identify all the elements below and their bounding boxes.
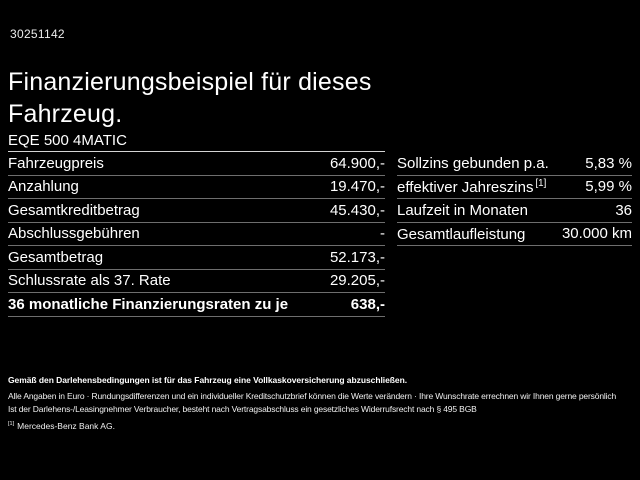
footnote-marker: [1]: [535, 177, 547, 189]
finance-row-label: Schlussrate als 37. Rate: [8, 272, 171, 290]
condition-row: effektiver Jahreszins [1] 5,99 %: [397, 176, 632, 199]
condition-row-value: 30.000 km: [561, 225, 632, 243]
finance-row-value: 52.173,-: [329, 248, 385, 266]
finance-example: EQE 500 4MATIC Fahrzeugpreis 64.900,- An…: [8, 129, 632, 317]
footnote-text: Mercedes-Benz Bank AG.: [17, 421, 115, 431]
condition-row-label-text: Laufzeit in Monaten: [397, 202, 528, 220]
finance-row-label: 36 monatliche Finanzierungsraten zu je: [8, 295, 289, 313]
finance-row: Abschlussgebühren -: [8, 223, 385, 246]
condition-row-label: Laufzeit in Monaten: [397, 201, 530, 219]
finance-table: EQE 500 4MATIC Fahrzeugpreis 64.900,- An…: [8, 129, 385, 317]
condition-row-value: 5,99 %: [585, 178, 632, 196]
condition-row-label: effektiver Jahreszins [1]: [397, 178, 546, 196]
finance-row: Fahrzeugpreis 64.900,-: [8, 152, 385, 176]
conditions-table: Sollzins gebunden p.a. 5,83 % effektiver…: [397, 129, 632, 246]
condition-row-label-text: Gesamtlaufleistung: [397, 225, 526, 243]
condition-row-label: Sollzins gebunden p.a.: [397, 154, 551, 172]
finance-row-value: 45.430,-: [329, 201, 385, 219]
finance-table-body: Fahrzeugpreis 64.900,- Anzahlung 19.470,…: [8, 152, 385, 317]
disclaimer-line-2: Ist der Darlehens-/Leasingnehmer Verbrau…: [8, 403, 477, 414]
finance-row-value: 638,-: [350, 295, 385, 313]
condition-row: Gesamtlaufleistung 30.000 km: [397, 223, 632, 246]
finance-row-label: Gesamtbetrag: [8, 248, 104, 266]
finance-row-label: Gesamtkreditbetrag: [8, 201, 140, 219]
finance-row: Gesamtbetrag 52.173,-: [8, 246, 385, 270]
condition-row-label: Gesamtlaufleistung: [397, 225, 527, 243]
legal-fineprint: Gemäß den Darlehensbedingungen ist für d…: [8, 374, 634, 431]
finance-row-value: 19.470,-: [329, 178, 385, 196]
footnote-marker: [1]: [8, 421, 15, 428]
finance-row: Anzahlung 19.470,-: [8, 176, 385, 199]
model-name: EQE 500 4MATIC: [8, 131, 127, 149]
finance-row-value: 64.900,-: [329, 154, 385, 172]
condition-row: Laufzeit in Monaten 36: [397, 199, 632, 223]
finance-row-label: Anzahlung: [8, 178, 79, 196]
finance-row: Gesamtkreditbetrag 45.430,-: [8, 199, 385, 223]
finance-row-label: Abschlussgebühren: [8, 225, 140, 243]
page-title: Finanzierungsbeispiel für dieses Fahrzeu…: [8, 67, 372, 128]
model-header-row: EQE 500 4MATIC: [8, 129, 385, 152]
footnote: [1] Mercedes-Benz Bank AG.: [8, 421, 634, 431]
finance-row-label: Fahrzeugpreis: [8, 154, 104, 172]
insurance-note: Gemäß den Darlehensbedingungen ist für d…: [8, 375, 408, 385]
condition-row-value: 36: [615, 201, 632, 219]
finance-row: 36 monatliche Finanzierungsraten zu je 6…: [8, 293, 385, 317]
conditions-table-body: Sollzins gebunden p.a. 5,83 % effektiver…: [397, 152, 632, 246]
finance-row-value: -: [380, 225, 385, 243]
reference-number: 30251142: [10, 27, 65, 41]
disclaimer-line-1: Alle Angaben in Euro · Rundungsdifferenz…: [8, 391, 617, 401]
condition-row-label-text: Sollzins gebunden p.a.: [397, 155, 549, 173]
condition-row-label-text: effektiver Jahreszins: [397, 178, 534, 196]
finance-row: Schlussrate als 37. Rate 29.205,-: [8, 270, 385, 293]
condition-row-value: 5,83 %: [585, 154, 632, 172]
condition-row: Sollzins gebunden p.a. 5,83 %: [397, 152, 632, 176]
finance-row-value: 29.205,-: [329, 272, 385, 290]
